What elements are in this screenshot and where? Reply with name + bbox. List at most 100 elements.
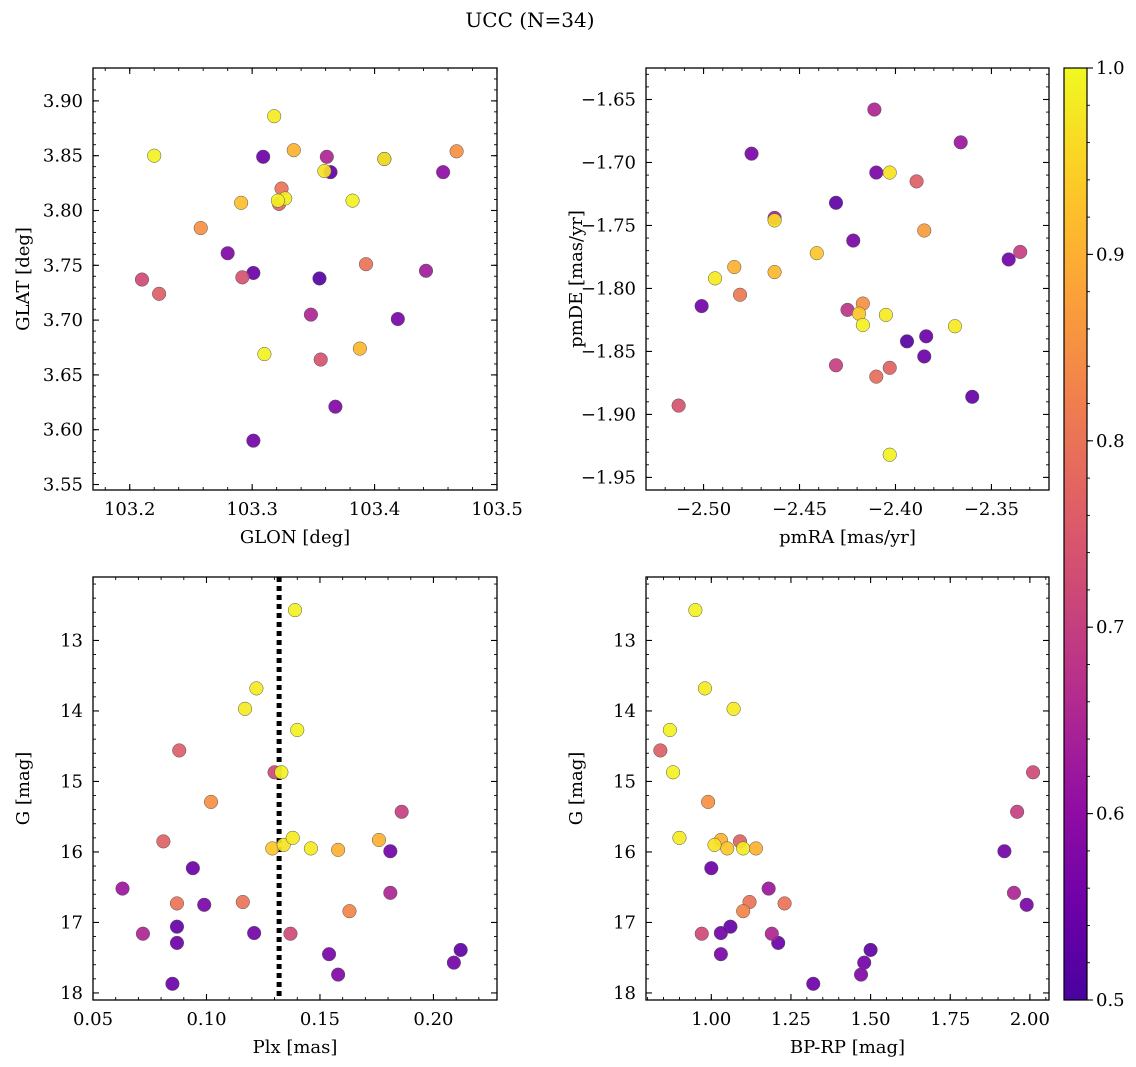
y-tick-label: −1.65: [581, 89, 636, 110]
scatter-point: [917, 349, 932, 364]
y-tick-label: 13: [613, 630, 636, 651]
scatter-point: [828, 195, 844, 210]
scatter-point: [383, 844, 398, 859]
scatter-point: [287, 603, 303, 618]
scatter-point: [748, 841, 763, 856]
x-tick-label: 1.00: [691, 1009, 731, 1030]
scatter-point: [947, 319, 963, 334]
scatter-point: [732, 287, 748, 302]
panel-4: 1.00 1.25 1.50 1.75 2.00 13 14 15 16 17 18 BP-RP [m…: [566, 576, 1050, 1058]
x-tick-label: 0.10: [186, 1009, 226, 1030]
scatter-point: [777, 896, 792, 911]
scatter-point: [899, 334, 915, 349]
scatter-point: [809, 246, 824, 261]
y-tick-label: −1.70: [581, 152, 636, 173]
colorbar-gradient: [1063, 67, 1088, 1001]
scatter-point: [672, 830, 687, 845]
scatter-point: [726, 701, 741, 716]
y-tick-label: −1.80: [581, 278, 636, 299]
scatter-point: [317, 163, 332, 179]
y-tick-label: 3.90: [43, 91, 83, 112]
scatter-point: [727, 259, 742, 275]
x-axis-label: GLON [deg]: [240, 527, 350, 548]
scatter-point: [234, 195, 249, 210]
scatter-point: [331, 842, 346, 857]
y-tick-label: 18: [60, 983, 83, 1004]
scatter-point: [197, 897, 212, 912]
x-tick-label: 1.50: [851, 1009, 891, 1030]
scatter-point: [869, 369, 884, 384]
scatter-point: [953, 135, 968, 150]
scatter-point: [449, 144, 464, 159]
scatter-point: [134, 272, 150, 287]
figure-title: UCC (N=34): [465, 8, 594, 32]
scatter-point: [319, 149, 334, 164]
y-axis-label: G [mag]: [13, 752, 34, 825]
scatter-point: [283, 926, 298, 941]
scatter-point: [390, 311, 405, 327]
scatter-point: [193, 220, 208, 236]
scatter-point: [169, 896, 185, 911]
panels: 103.2 103.3 103.4 103.5 3.55 3.60 3.65 3.70 3.75…: [13, 67, 1050, 1058]
scatter-point: [1006, 885, 1022, 900]
scatter-point: [744, 146, 759, 161]
scatter-point: [169, 919, 185, 934]
colorbar-tick-label: 0.8: [1096, 431, 1125, 452]
scatter-point: [965, 389, 980, 404]
y-tick-label: 15: [60, 771, 83, 792]
scatter-point: [694, 299, 709, 314]
scatter-point: [235, 894, 250, 910]
scatter-point: [446, 955, 461, 970]
scatter-point: [867, 102, 882, 117]
scatter-point: [767, 213, 782, 228]
colorbar: 0.5 0.6 0.7 0.8 0.9 1.0: [1063, 58, 1125, 1011]
scatter-point: [270, 193, 285, 208]
y-tick-label: −1.90: [581, 404, 636, 425]
x-axis-label: Plx [mas]: [253, 1037, 338, 1058]
scatter-point: [453, 942, 468, 957]
y-tick-label: 3.70: [43, 310, 83, 331]
y-axis-label: pmDE [mas/yr]: [566, 210, 587, 348]
scatter-point: [917, 223, 932, 238]
x-tick-label: 1.75: [930, 1009, 970, 1030]
scatter-point: [767, 265, 782, 280]
scatter-point: [321, 947, 337, 962]
panel-1: 103.2 103.3 103.4 103.5 3.55 3.60 3.65 3.70 3.75…: [13, 67, 523, 548]
scatter-point: [853, 967, 869, 982]
axes-frame: [645, 576, 1050, 1001]
scatter-point: [1013, 244, 1028, 259]
scatter-point: [147, 148, 162, 163]
scatter-point: [869, 165, 884, 180]
scatter-point: [285, 830, 300, 845]
scatter-point: [694, 926, 709, 941]
scatter-point: [135, 926, 150, 941]
scatter-point: [342, 904, 357, 919]
axes-frame: [92, 67, 498, 491]
x-tick-label: 1.25: [771, 1009, 811, 1030]
scatter-point: [1010, 804, 1025, 819]
y-tick-label: −1.95: [581, 467, 636, 488]
y-axis-label: G [mag]: [566, 752, 587, 825]
scatter-point: [666, 765, 681, 780]
panel-3: 0.05 0.10 0.15 0.20 13 14 15 16 17 18 Plx [mas] G […: [13, 576, 498, 1058]
scatter-point: [246, 433, 261, 448]
scatter-point: [383, 885, 398, 900]
x-axis-label: pmRA [mas/yr]: [779, 527, 916, 548]
x-tick-label: 103.5: [471, 499, 523, 520]
scatter-point: [290, 722, 305, 738]
scatter-point: [303, 841, 318, 856]
scatter-point: [418, 263, 434, 278]
y-tick-label: 15: [613, 771, 636, 792]
y-tick-label: 17: [60, 912, 83, 933]
scatter-point: [701, 794, 716, 809]
colorbar-tick-label: 1.0: [1096, 58, 1125, 79]
y-tick-label: 3.65: [43, 365, 83, 386]
panel-2: −2.50 −2.45 −2.40 −2.35 −1.95 −1.90 −1.85 −1.80…: [566, 67, 1050, 548]
scatter-point: [1026, 765, 1041, 780]
scatter-point: [671, 398, 686, 413]
scatter-point: [371, 832, 387, 848]
scatter-point: [708, 271, 723, 286]
scatter-point: [394, 804, 409, 819]
y-tick-label: −1.75: [581, 215, 636, 236]
